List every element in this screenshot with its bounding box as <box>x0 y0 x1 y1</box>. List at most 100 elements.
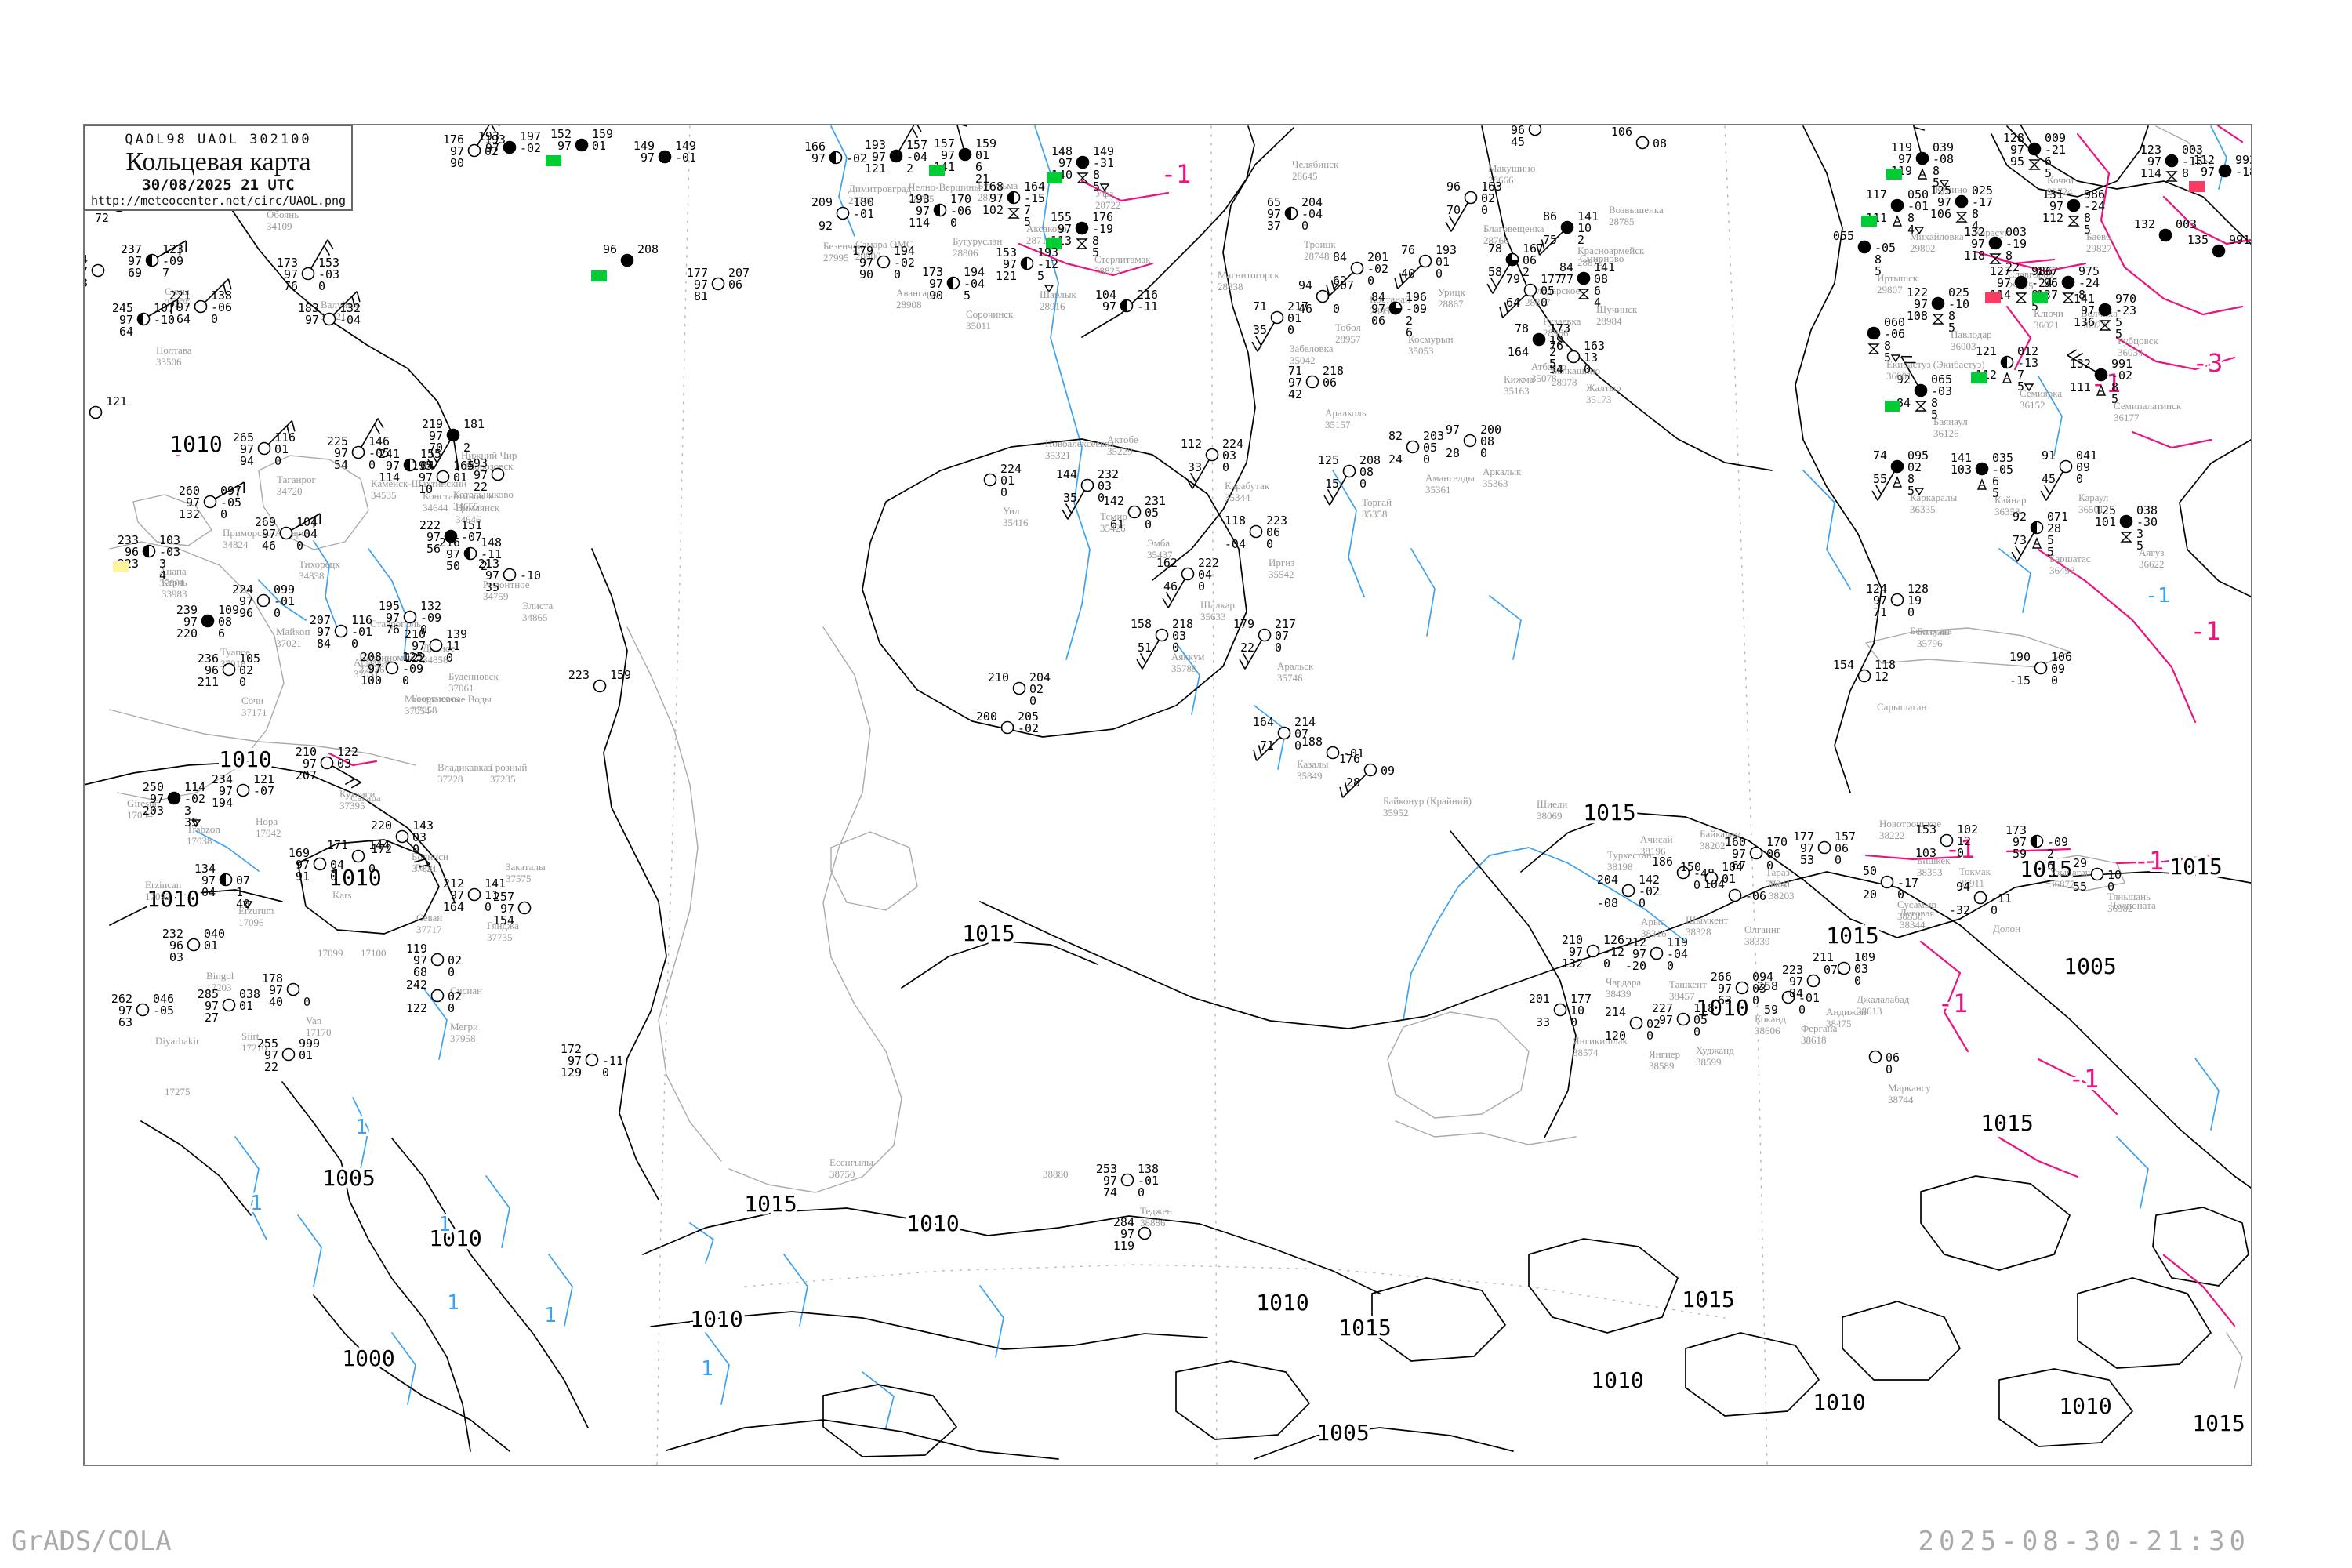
cloud-cover-symbol <box>1749 846 1763 860</box>
pressure-tendency-value: -04 <box>1667 947 1688 961</box>
station-plot: 12797114986-2485Ключи36021 <box>1985 264 2063 331</box>
pressure-value: 118 <box>1875 658 1896 672</box>
river-line <box>2210 125 2227 190</box>
weather-code-value: 0 <box>1639 896 1646 910</box>
pressure-tendency-front-line <box>2131 430 2212 449</box>
humidity-value: 97 <box>386 611 400 625</box>
wind-barb-feather <box>1344 782 1348 793</box>
pressure-value: 025 <box>1948 285 1969 299</box>
temperature-value: 168 <box>982 180 1004 194</box>
cloud-cover-half <box>947 277 953 289</box>
isobar-line <box>591 548 667 1200</box>
isallobar-positive-label: 1 <box>355 1116 368 1139</box>
pressure-tendency-value: 04 <box>420 459 434 473</box>
pressure-tendency-value: 04 <box>1198 568 1212 582</box>
temperature-value: 193 <box>865 138 886 152</box>
pressure-tendency-value: -07 <box>253 784 274 798</box>
cloud-cover-symbol <box>1326 746 1340 760</box>
pressure-value: 118 <box>1693 1001 1715 1015</box>
pressure-value: 216 <box>1137 288 1158 302</box>
dewpoint-value: 203 <box>143 804 164 818</box>
station-name: Сарышаган <box>1877 701 1927 713</box>
cloud-cover-symbol <box>2212 244 2226 258</box>
svg-text:38750: 38750 <box>829 1168 855 1180</box>
dewpoint-value: 68 <box>413 965 427 979</box>
station-name: Бугуруслан <box>953 235 1002 247</box>
shower-triangle-icon <box>1044 285 1054 293</box>
pressure-tendency-icon <box>2028 159 2041 170</box>
isobar-line <box>822 1384 957 1457</box>
isobar-line <box>313 1294 510 1452</box>
river-line <box>2194 1058 2220 1131</box>
weather-code-value: 0 <box>211 312 218 326</box>
temperature-value: 237 <box>121 242 142 256</box>
cloud-cover-symbol <box>836 206 850 220</box>
weather-code-value: 8 <box>1875 252 1882 267</box>
weather-code-value: 0 <box>448 1001 455 1015</box>
dewpoint-value: 108 <box>1907 309 1928 323</box>
pressure-tendency-value: 06 <box>1835 841 1849 855</box>
river-line <box>1998 548 2031 613</box>
wind-barb-feather <box>1251 341 1258 352</box>
weather-code-value: 8 <box>1972 207 1979 221</box>
isobar-line <box>1685 1332 1820 1417</box>
svg-text:28666: 28666 <box>1488 174 1514 186</box>
station-index: 35358 <box>1362 508 1388 520</box>
station-name: Кутаиси <box>339 788 376 800</box>
cloud-cover-symbol <box>1988 236 2002 250</box>
pressure-value: 177 <box>1541 272 1562 286</box>
pressure-value: 102 <box>1957 822 1978 837</box>
weather-code-value: 8 <box>2111 380 2118 394</box>
temperature-value: 265 <box>233 430 254 445</box>
isobar-line <box>2077 1277 2212 1369</box>
pressure-tendency-value: 03 <box>1172 629 1186 643</box>
cloud-cover-symbol <box>446 428 460 442</box>
pressure-tendency-value: 11 <box>485 888 499 902</box>
pressure-tendency-front-line <box>174 444 191 457</box>
dewpoint-value: 69 <box>128 266 142 280</box>
pressure-tendency-value: -04 <box>296 527 318 541</box>
temperature-value: 92 <box>2013 510 2027 524</box>
temperature-value: 119 <box>406 942 427 956</box>
weather-code-value: 0 <box>1301 219 1308 233</box>
pressure-tendency-value: 06 <box>1323 376 1337 390</box>
cloud-cover-symbol <box>1931 296 1945 310</box>
pressure-tendency-front-line <box>2115 336 2236 371</box>
wind-barb-shaft <box>1342 774 1367 798</box>
cloud-cover-symbol <box>2094 368 2108 382</box>
svg-text:Есенгылы: Есенгылы <box>829 1156 873 1168</box>
wind-barb-feather <box>2011 551 2018 562</box>
weather-code-value: 0 <box>1275 641 1282 655</box>
thunderstorm-icon <box>2031 537 2042 549</box>
cloud-amount-value: 5 <box>2031 299 2038 314</box>
weather-code-value: 0 <box>330 869 337 884</box>
cloud-cover-symbol <box>503 568 517 582</box>
pressure-tendency-value: 01 <box>299 1048 313 1062</box>
weather-code-value: 8 <box>1093 168 1100 182</box>
pressure-tendency-value: 01 <box>453 470 467 485</box>
cloud-cover-symbol <box>1857 240 1871 254</box>
isobar-value-label: 1015 <box>1583 800 1635 826</box>
humidity-value: 97 <box>1120 1227 1134 1241</box>
cloud-cover-symbol <box>1890 593 1904 607</box>
station-index: 35416 <box>1003 517 1029 528</box>
station-name: Минеральные Воды <box>405 693 492 705</box>
pressure-tendency-icon <box>1955 212 1968 223</box>
pressure-value: 065 <box>1931 372 1952 387</box>
station-plot: 188-01 <box>1301 735 1364 760</box>
temperature-value: 92 <box>1896 372 1911 387</box>
station-index: 36003 <box>1951 340 1976 352</box>
isobar-line <box>666 1419 1059 1460</box>
weather-code-value: 0 <box>1436 267 1443 281</box>
pressure-value: 159 <box>975 136 996 151</box>
cloud-cover-symbol <box>281 1047 296 1062</box>
